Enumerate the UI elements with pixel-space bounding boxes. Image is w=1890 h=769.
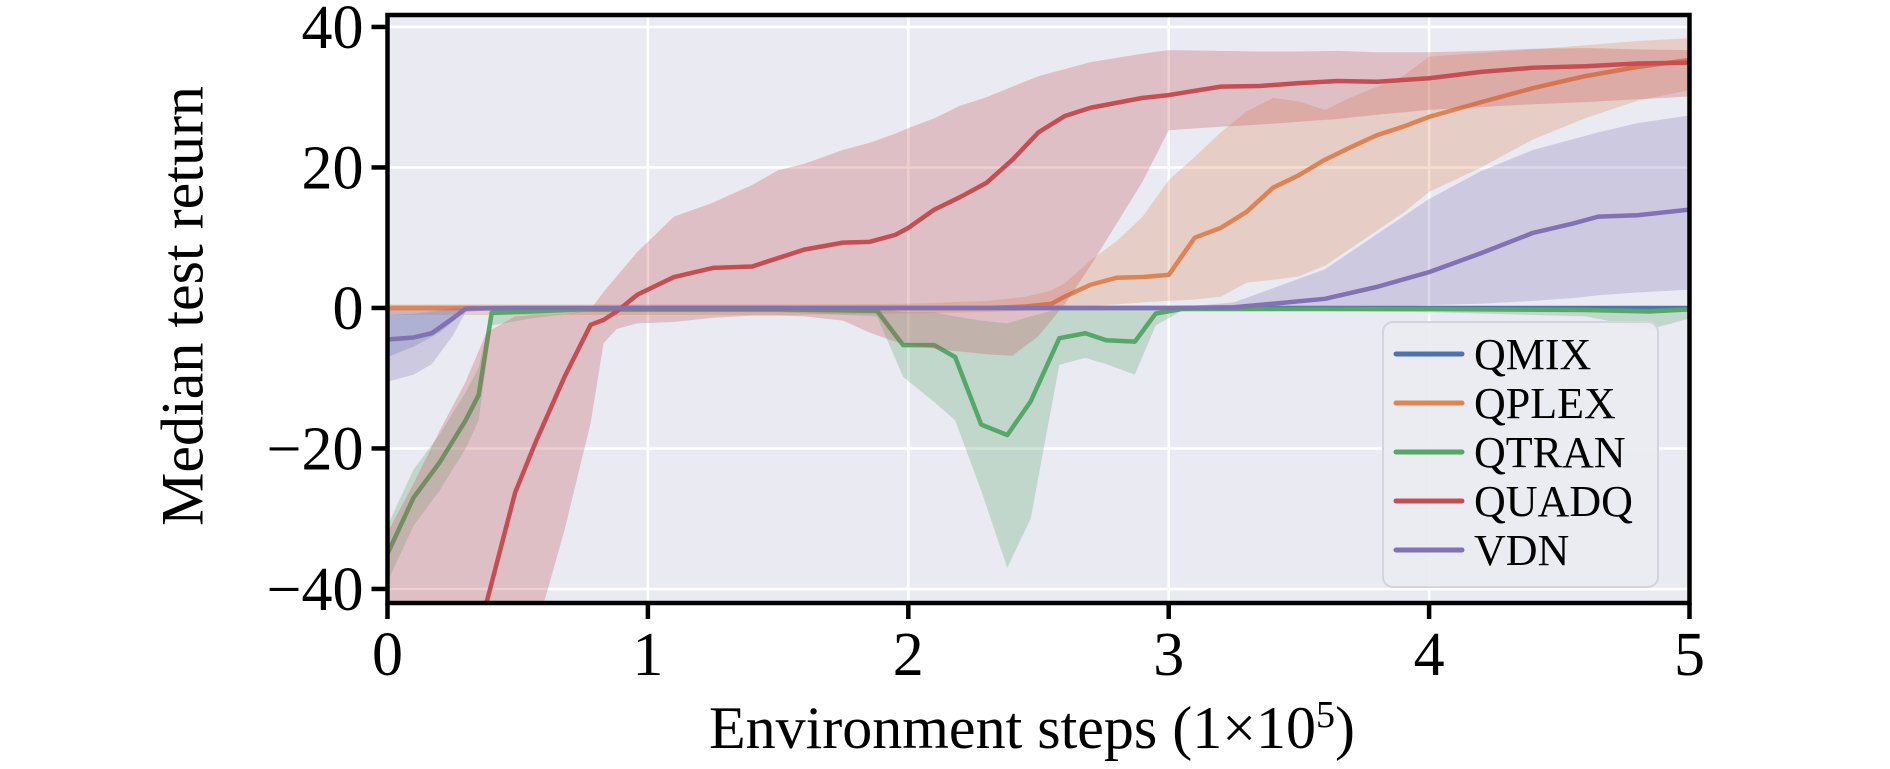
legend-label-qplex: QPLEX xyxy=(1474,379,1616,428)
x-tick-label: 1 xyxy=(632,621,663,689)
x-axis-label-superscript: 5 xyxy=(1316,694,1336,736)
series-band-quadq xyxy=(387,48,1690,603)
legend-label-quadq: QUADQ xyxy=(1474,477,1633,526)
y-tick-label: 20 xyxy=(302,134,364,202)
y-tick-label: −20 xyxy=(267,415,364,483)
x-tick-label: 4 xyxy=(1414,621,1445,689)
legend-box xyxy=(1382,321,1659,588)
x-axis-label-suffix: ) xyxy=(1335,695,1356,761)
x-tick-label: 3 xyxy=(1153,621,1184,689)
x-axis-label-text: Environment steps (1×10 xyxy=(708,695,1317,761)
legend-label-qtran: QTRAN xyxy=(1474,428,1626,477)
series-line-qtran xyxy=(387,306,1690,557)
legend-label-qmix: QMIX xyxy=(1474,330,1591,379)
series-band-qplex xyxy=(387,38,1690,315)
x-axis-label: Environment steps (1×105) xyxy=(709,693,1355,763)
x-tick-label: 5 xyxy=(1674,621,1705,689)
series-line-quadq xyxy=(484,60,1690,603)
y-axis-label: Median test return xyxy=(149,86,216,526)
y-tick-label: 40 xyxy=(302,0,364,62)
series-line-vdn xyxy=(387,207,1690,342)
legend-label-vdn: VDN xyxy=(1474,526,1569,575)
y-tick-label: −40 xyxy=(267,556,364,624)
series-band-qtran xyxy=(387,307,1690,582)
series-band-vdn xyxy=(387,115,1690,382)
y-tick-label: 0 xyxy=(333,275,364,343)
x-tick-label: 0 xyxy=(372,621,403,689)
x-tick-label: 2 xyxy=(893,621,924,689)
